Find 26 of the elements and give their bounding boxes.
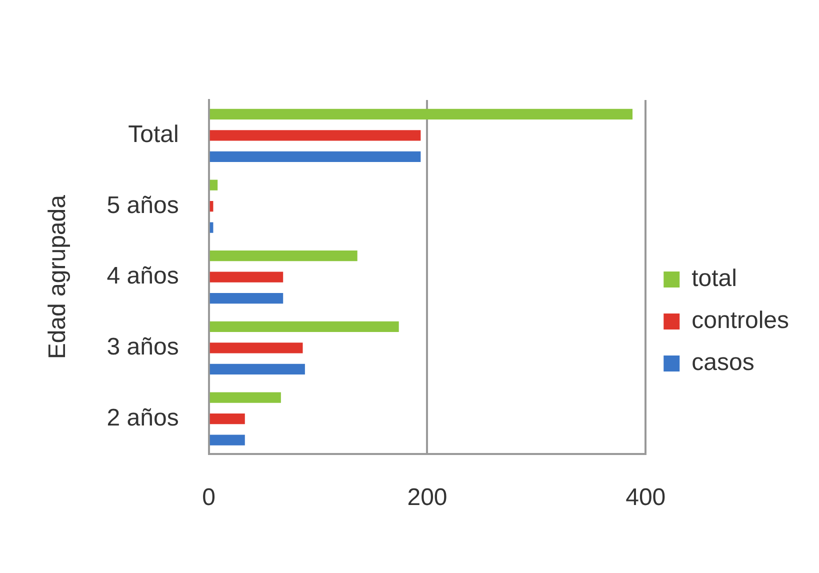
bar bbox=[210, 321, 399, 332]
bar bbox=[210, 151, 421, 162]
bar bbox=[210, 392, 281, 403]
y-axis-title: Edad agrupada bbox=[44, 194, 72, 360]
legend-label: total bbox=[692, 265, 737, 292]
y-tick-label: Total bbox=[128, 121, 179, 148]
bar bbox=[210, 250, 358, 262]
y-tick-label: 5 años bbox=[106, 192, 179, 219]
y-tick-label: 2 años bbox=[106, 404, 179, 432]
x-tick-label: 0 bbox=[202, 484, 216, 512]
bar bbox=[210, 413, 245, 424]
bar bbox=[210, 272, 284, 282]
bar bbox=[210, 293, 284, 304]
bar bbox=[210, 342, 303, 354]
bar bbox=[210, 222, 214, 233]
legend-label: casos bbox=[692, 349, 754, 376]
bar bbox=[210, 434, 245, 446]
y-tick-label: 4 años bbox=[106, 262, 179, 290]
x-tick-label: 400 bbox=[626, 484, 666, 512]
y-tick-label: 3 años bbox=[106, 334, 179, 361]
bar bbox=[210, 364, 305, 375]
bar bbox=[210, 180, 218, 190]
bar bbox=[210, 130, 421, 141]
legend-label: controles bbox=[692, 307, 790, 334]
bar bbox=[210, 108, 633, 120]
x-tick-label: 200 bbox=[407, 484, 448, 512]
